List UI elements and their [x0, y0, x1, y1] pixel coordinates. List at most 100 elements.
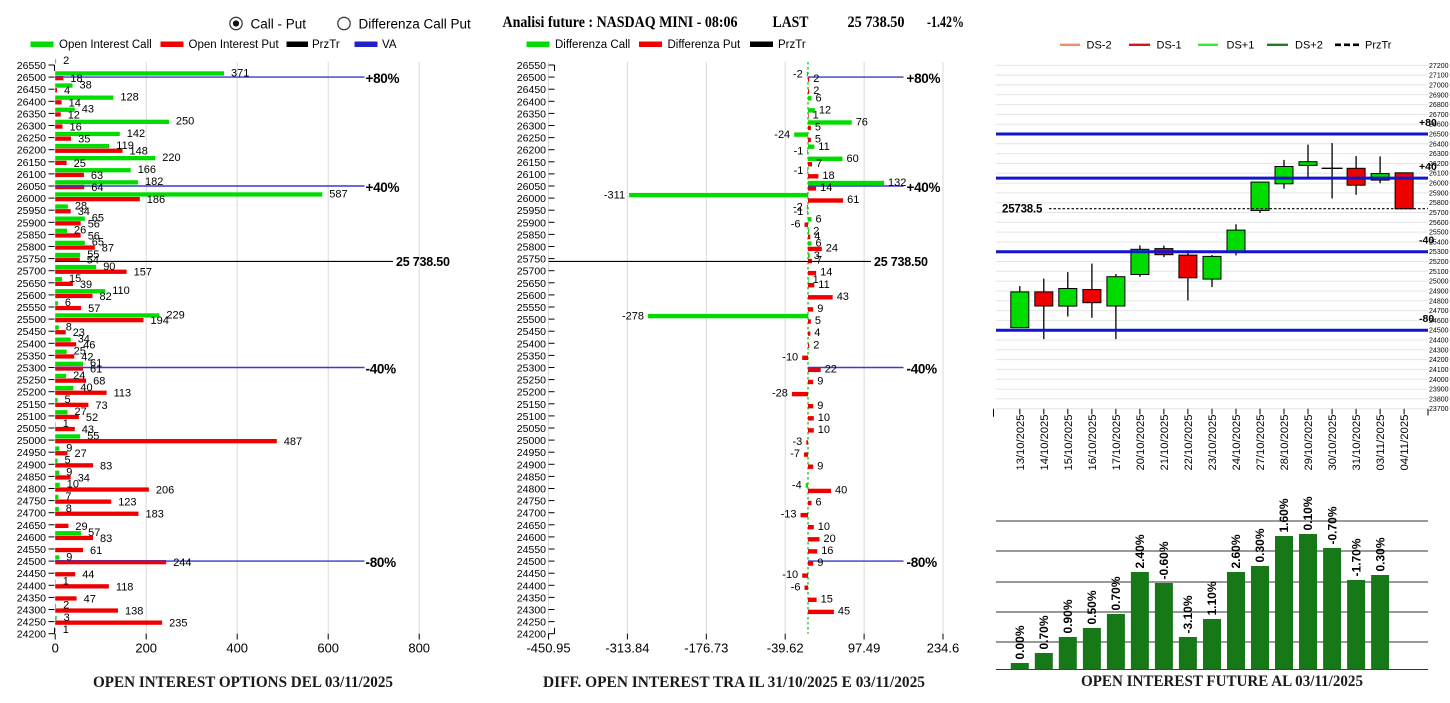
svg-text:24300: 24300	[17, 605, 46, 617]
svg-text:-7: -7	[790, 448, 800, 460]
svg-text:25150: 25150	[17, 399, 46, 411]
svg-text:35: 35	[78, 134, 90, 146]
svg-text:73: 73	[95, 400, 107, 412]
svg-text:24700: 24700	[517, 508, 546, 520]
svg-text:12: 12	[819, 105, 831, 117]
svg-text:38: 38	[80, 79, 92, 91]
svg-text:6: 6	[65, 297, 71, 309]
svg-text:25550: 25550	[17, 302, 46, 314]
svg-text:587: 587	[329, 188, 347, 200]
svg-text:9: 9	[817, 376, 823, 388]
svg-text:25700: 25700	[17, 266, 46, 278]
svg-text:25 738.50: 25 738.50	[396, 255, 450, 269]
svg-text:25850: 25850	[517, 229, 546, 241]
svg-text:24550: 24550	[17, 544, 46, 556]
svg-text:10: 10	[67, 479, 79, 491]
svg-text:24: 24	[826, 243, 838, 255]
svg-text:182: 182	[145, 176, 163, 188]
svg-text:25000: 25000	[517, 435, 546, 447]
svg-text:-3: -3	[793, 436, 803, 448]
svg-text:200: 200	[135, 641, 157, 656]
svg-text:14: 14	[820, 267, 832, 279]
svg-text:+80%: +80%	[907, 71, 941, 86]
svg-text:5: 5	[815, 134, 821, 146]
svg-text:43: 43	[82, 424, 94, 436]
svg-text:+40: +40	[1419, 161, 1437, 173]
svg-text:PrzTr: PrzTr	[312, 39, 340, 51]
svg-text:7: 7	[816, 158, 822, 170]
svg-text:27100: 27100	[1429, 73, 1449, 80]
svg-text:26: 26	[74, 225, 86, 237]
svg-text:20: 20	[824, 533, 836, 545]
svg-text:0.30%: 0.30%	[1373, 537, 1387, 571]
svg-text:0.90%: 0.90%	[1061, 599, 1075, 633]
svg-text:2: 2	[813, 226, 819, 238]
svg-text:65: 65	[92, 237, 104, 249]
svg-text:16: 16	[821, 545, 833, 557]
svg-text:18: 18	[70, 73, 82, 85]
svg-text:24400: 24400	[1429, 338, 1449, 345]
svg-text:27/10/2025: 27/10/2025	[1255, 415, 1267, 471]
svg-text:25000: 25000	[17, 435, 46, 447]
svg-text:25750: 25750	[17, 254, 46, 266]
svg-text:25500: 25500	[17, 314, 46, 326]
svg-text:40: 40	[835, 485, 847, 497]
svg-text:26900: 26900	[1429, 92, 1449, 99]
svg-text:1: 1	[63, 418, 69, 430]
svg-text:61: 61	[847, 194, 859, 206]
svg-text:194: 194	[151, 315, 169, 327]
svg-text:28: 28	[75, 200, 87, 212]
svg-text:24/10/2025: 24/10/2025	[1231, 415, 1243, 471]
svg-text:25300: 25300	[517, 363, 546, 375]
svg-text:20/10/2025: 20/10/2025	[1135, 415, 1147, 471]
svg-text:9: 9	[66, 551, 72, 563]
svg-text:25900: 25900	[17, 217, 46, 229]
svg-text:26200: 26200	[517, 145, 546, 157]
svg-text:25050: 25050	[517, 423, 546, 435]
svg-text:25800: 25800	[17, 242, 46, 254]
svg-text:3: 3	[814, 250, 820, 262]
svg-text:26000: 26000	[517, 193, 546, 205]
svg-text:54: 54	[87, 255, 99, 267]
svg-text:26100: 26100	[517, 169, 546, 181]
svg-text:43: 43	[837, 291, 849, 303]
svg-text:Differenza Put: Differenza Put	[668, 39, 741, 51]
svg-text:16/10/2025: 16/10/2025	[1087, 415, 1099, 471]
svg-text:-1: -1	[794, 206, 804, 218]
svg-text:24450: 24450	[517, 568, 546, 580]
svg-text:1: 1	[813, 274, 819, 286]
svg-text:26100: 26100	[1429, 171, 1449, 178]
svg-text:-2: -2	[793, 68, 803, 80]
svg-text:26450: 26450	[17, 84, 46, 96]
svg-text:27200: 27200	[1429, 63, 1449, 70]
svg-text:1.60%: 1.60%	[1277, 498, 1291, 532]
svg-text:26150: 26150	[17, 157, 46, 169]
svg-text:9: 9	[817, 557, 823, 569]
svg-text:25500: 25500	[517, 314, 546, 326]
svg-text:25250: 25250	[517, 375, 546, 387]
svg-text:24750: 24750	[517, 496, 546, 508]
svg-text:24200: 24200	[17, 629, 46, 641]
svg-text:44: 44	[82, 569, 94, 581]
svg-text:03/11/2025: 03/11/2025	[1375, 415, 1387, 471]
svg-text:0.70%: 0.70%	[1109, 576, 1123, 610]
svg-text:14: 14	[69, 97, 81, 109]
svg-text:42: 42	[81, 351, 93, 363]
svg-text:18: 18	[822, 170, 834, 182]
svg-text:65: 65	[92, 213, 104, 225]
svg-text:68: 68	[93, 376, 105, 388]
svg-text:1: 1	[63, 624, 69, 636]
svg-text:25: 25	[74, 346, 86, 358]
svg-text:25600: 25600	[17, 290, 46, 302]
svg-text:24500: 24500	[17, 556, 46, 568]
svg-text:110: 110	[112, 285, 130, 297]
svg-text:25650: 25650	[17, 278, 46, 290]
svg-text:24400: 24400	[517, 580, 546, 592]
svg-text:800: 800	[408, 641, 430, 656]
svg-text:26350: 26350	[517, 108, 546, 120]
svg-text:DS-2: DS-2	[1087, 40, 1112, 52]
svg-text:2.40%: 2.40%	[1133, 534, 1147, 568]
svg-text:26000: 26000	[1429, 181, 1449, 188]
svg-text:34: 34	[78, 472, 90, 484]
svg-text:24600: 24600	[17, 532, 46, 544]
